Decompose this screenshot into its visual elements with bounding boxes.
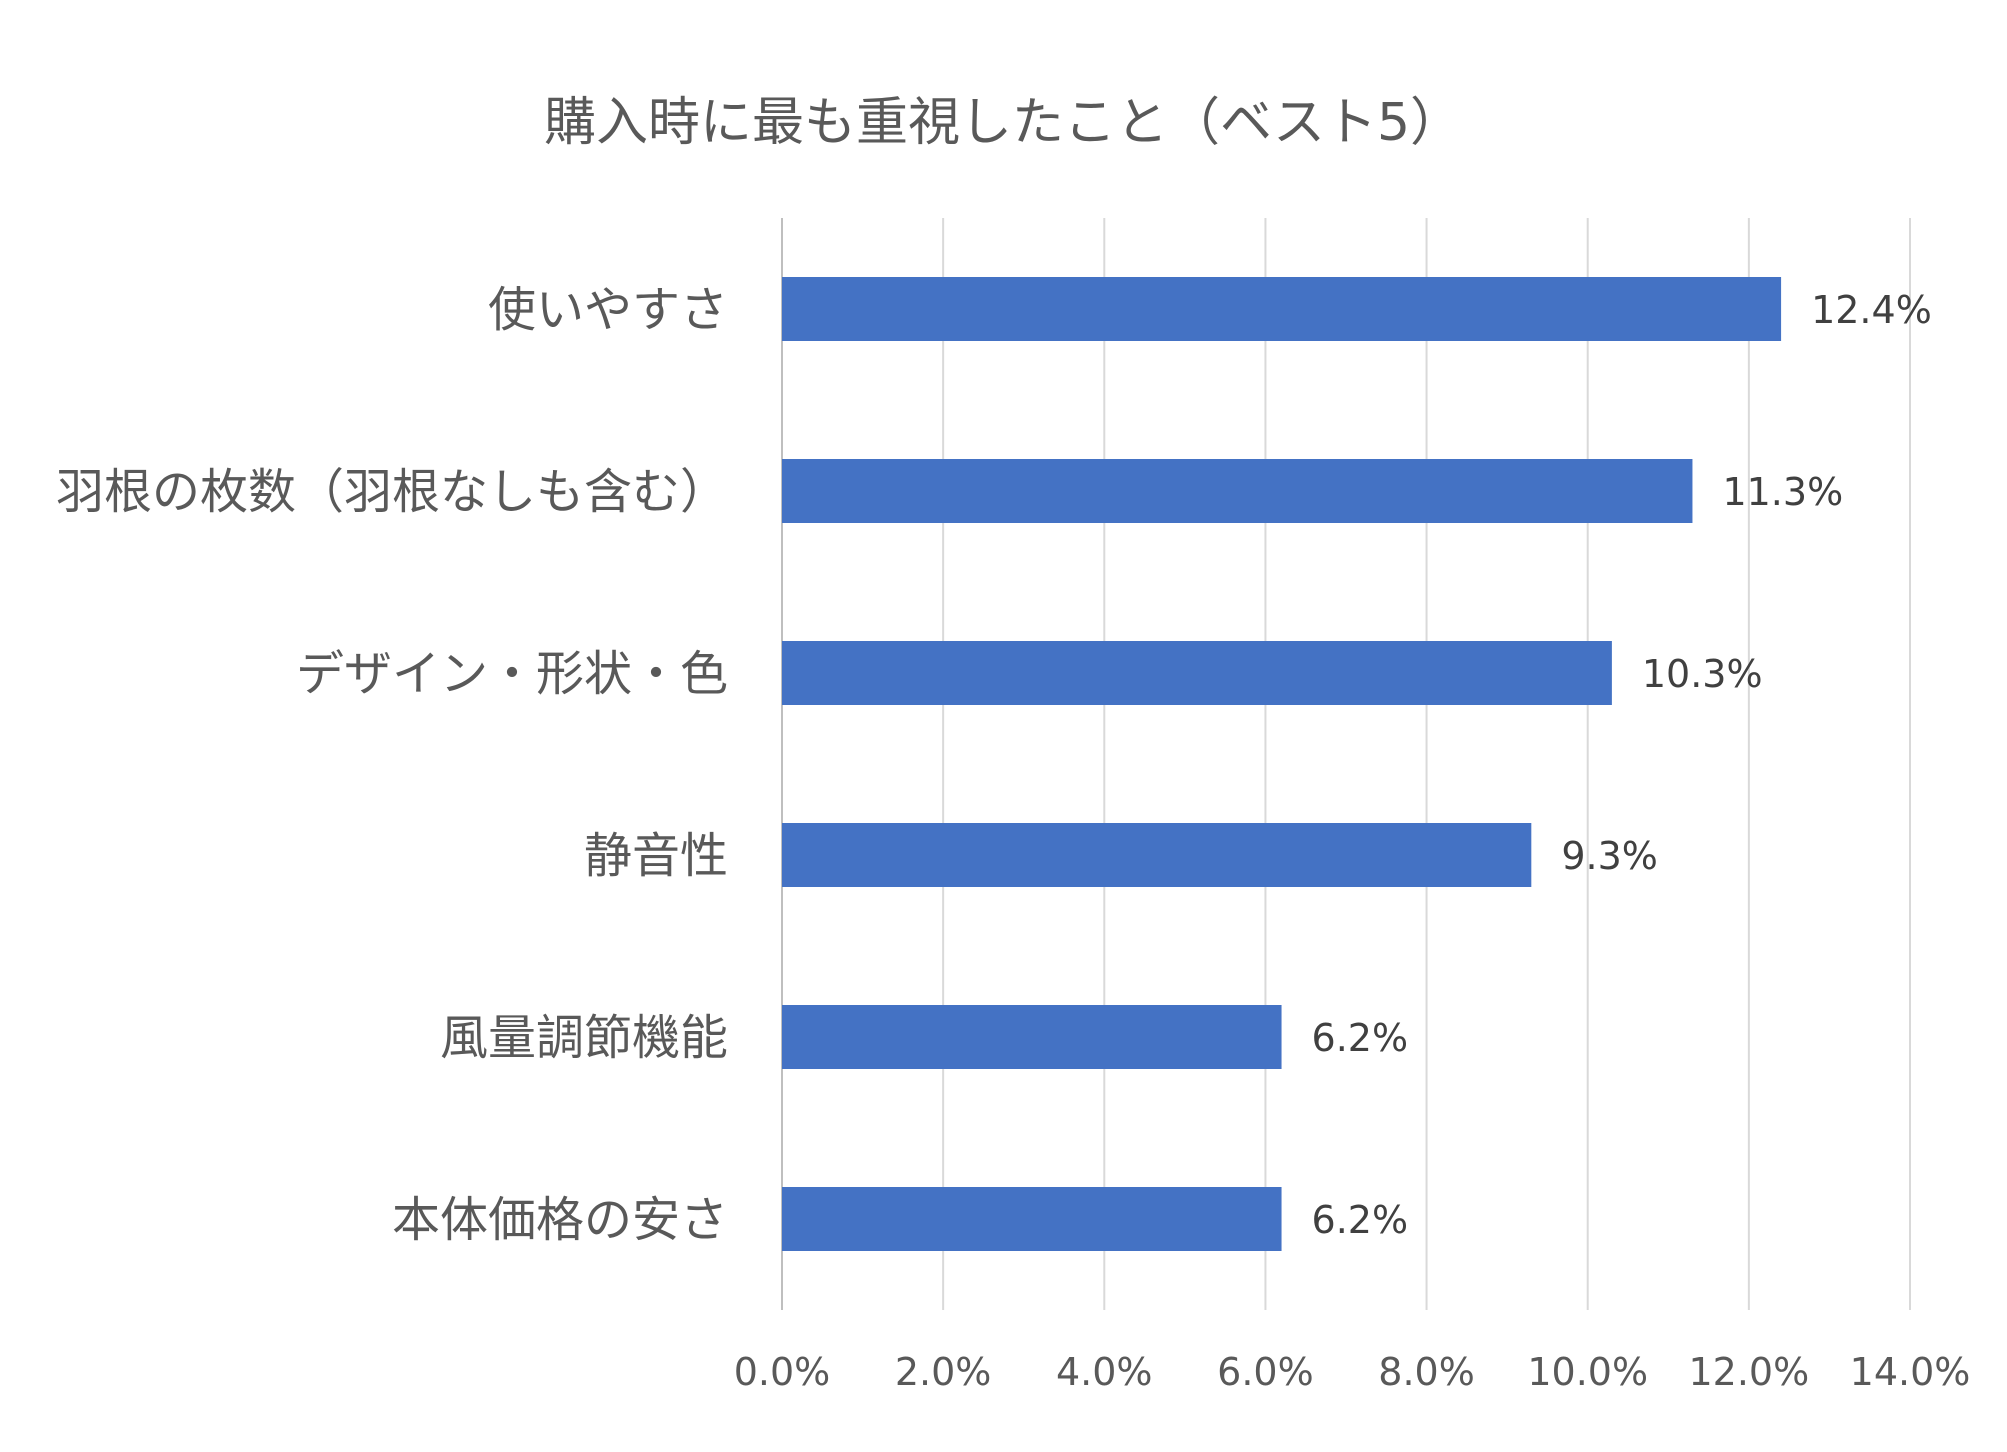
category-label: 本体価格の安さ (392, 1192, 728, 1248)
x-tick-label: 10.0% (1527, 1350, 1648, 1394)
value-labels: 12.4% 11.3% 10.3% 9.3% 6.2% 6.2% (1312, 288, 1932, 1242)
bar (782, 641, 1612, 705)
x-tick-label: 14.0% (1850, 1350, 1971, 1394)
x-tick-label: 6.0% (1217, 1350, 1314, 1394)
data-label: 6.2% (1312, 1016, 1409, 1060)
bars (782, 277, 1782, 1251)
data-label: 12.4% (1811, 288, 1932, 332)
bar (782, 459, 1693, 523)
category-label: デザイン・形状・色 (296, 646, 728, 702)
x-axis-tick-labels: 0.0% 2.0% 4.0% 6.0% 8.0% 10.0% 12.0% 14.0% (734, 1350, 1971, 1394)
data-label: 9.3% (1561, 834, 1658, 878)
data-label: 11.3% (1722, 470, 1843, 514)
data-label: 10.3% (1642, 652, 1763, 696)
x-tick-label: 2.0% (895, 1350, 992, 1394)
bar (782, 1005, 1282, 1069)
category-label: 羽根の枚数（羽根なしも含む） (56, 464, 728, 520)
x-tick-label: 8.0% (1378, 1350, 1475, 1394)
bar (782, 823, 1532, 887)
category-label: 風量調節機能 (440, 1010, 728, 1066)
chart-title: 購入時に最も重視したこと（ベスト5） (544, 93, 1462, 153)
data-label: 6.2% (1312, 1198, 1409, 1242)
category-label: 使いやすさ (488, 282, 728, 338)
x-tick-label: 12.0% (1688, 1350, 1809, 1394)
gridlines (781, 218, 1911, 1310)
x-tick-label: 0.0% (734, 1350, 831, 1394)
bar (782, 277, 1782, 341)
bar (782, 1187, 1282, 1251)
category-label: 静音性 (584, 828, 728, 884)
x-tick-label: 4.0% (1056, 1350, 1153, 1394)
